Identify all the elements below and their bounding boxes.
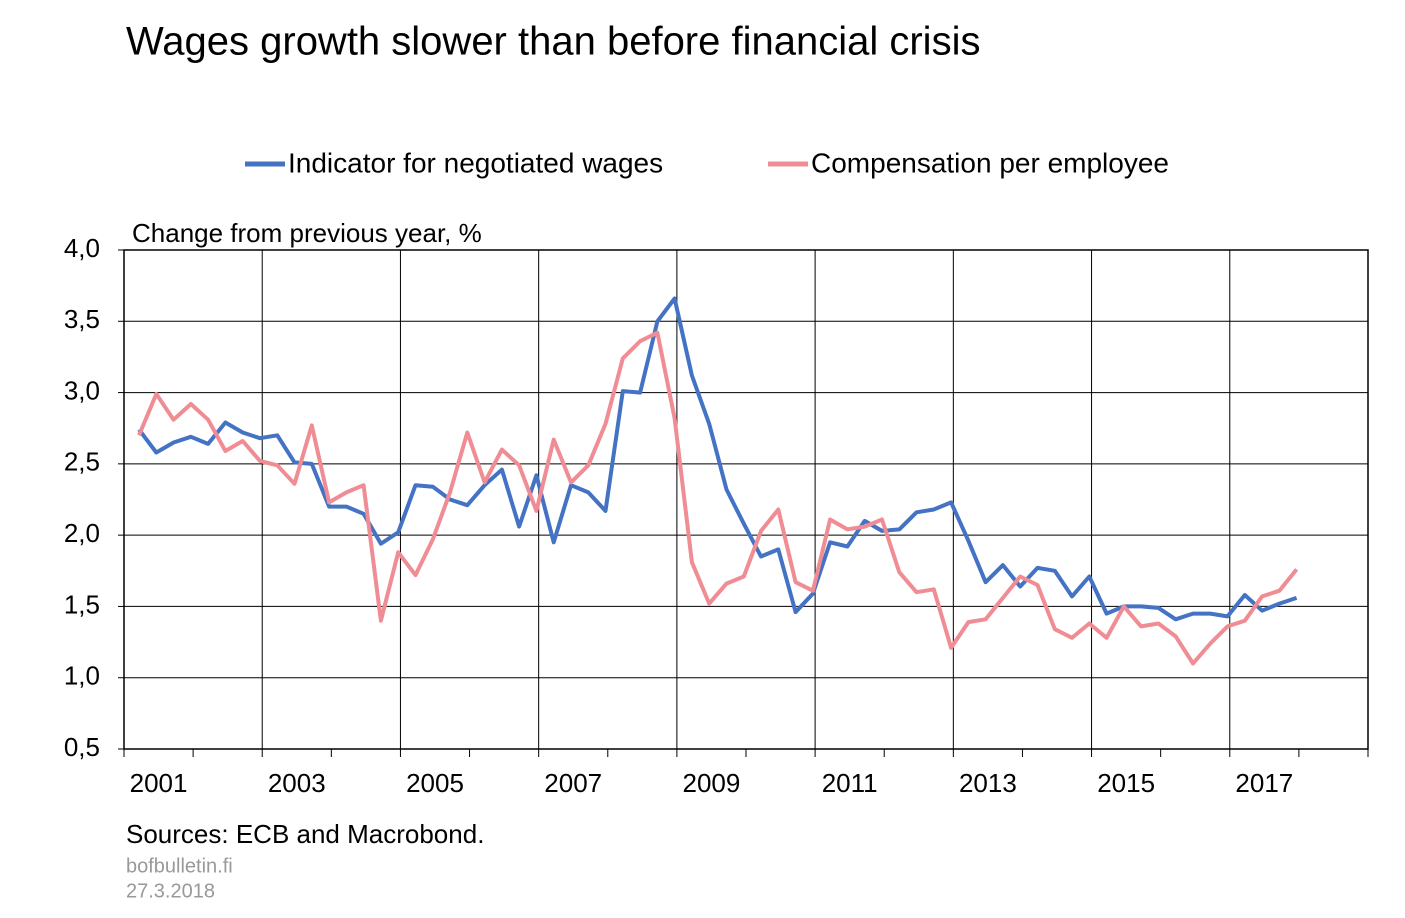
x-tick-label: 2017 — [1235, 768, 1293, 798]
x-tick-label: 2015 — [1097, 768, 1155, 798]
x-tick-label: 2003 — [268, 768, 326, 798]
legend-label: Compensation per employee — [811, 147, 1169, 178]
y-axis-label: Change from previous year, % — [132, 218, 482, 248]
plot-frame — [123, 249, 1369, 750]
y-tick-label: 3,5 — [64, 304, 100, 334]
site: bofbulletin.fi — [126, 855, 233, 877]
source: Sources: ECB and Macrobond. — [126, 819, 484, 849]
y-tick-label: 3,0 — [64, 375, 100, 405]
y-tick-label: 0,5 — [64, 732, 100, 762]
y-tick-label: 1,0 — [64, 661, 100, 691]
x-tick-label: 2001 — [130, 768, 188, 798]
y-tick-label: 2,5 — [64, 447, 100, 477]
series-line — [137, 296, 1298, 622]
date: 27.3.2018 — [126, 880, 215, 902]
x-tick-label: 2013 — [959, 768, 1017, 798]
legend-label: Indicator for negotiated wages — [288, 147, 663, 178]
x-tick-label: 2005 — [406, 768, 464, 798]
y-tick-label: 4,0 — [64, 233, 100, 263]
y-tick-label: 2,0 — [64, 518, 100, 548]
chart-title: Wages growth slower than before financia… — [126, 20, 980, 64]
x-tick-label: 2011 — [822, 768, 878, 798]
y-tick-label: 1,5 — [64, 589, 100, 619]
x-tick-label: 2009 — [683, 768, 741, 798]
x-tick-label: 2007 — [544, 768, 602, 798]
series-line — [137, 330, 1299, 666]
